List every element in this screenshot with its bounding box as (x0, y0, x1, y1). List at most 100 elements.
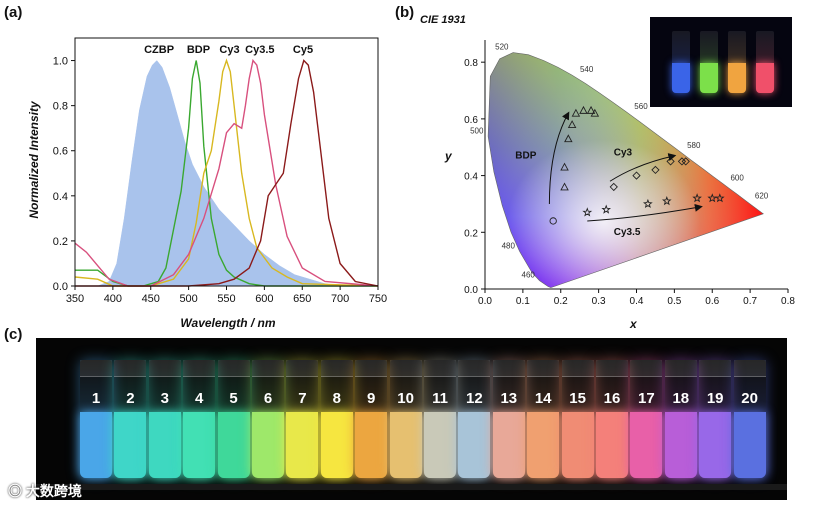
cie-x-tick-label: 0.3 (592, 296, 606, 307)
vial: 10 (389, 360, 422, 478)
vial-number: 3 (160, 390, 169, 407)
vial-cap (148, 360, 181, 377)
vial-cap (664, 360, 697, 377)
vial: 16 (596, 360, 628, 478)
x-tick-label: 600 (255, 293, 273, 305)
vial-liquid (114, 412, 147, 478)
vial-liquid (664, 412, 697, 478)
cie-y-tick-label: 0.2 (464, 228, 478, 239)
vial-liquid (492, 412, 525, 478)
vial-liquid (183, 412, 216, 478)
wavelength-label: 600 (730, 173, 744, 182)
cy35-point (582, 207, 593, 217)
vial: 6 (252, 360, 284, 478)
vial-cap (355, 360, 388, 377)
vial: 7 (286, 360, 319, 478)
vial: 9 (355, 360, 388, 478)
x-tick-label: 500 (179, 293, 197, 305)
cie-y-axis-label: y (444, 149, 453, 163)
vial-cap (424, 360, 456, 377)
x-tick-label: 400 (104, 293, 122, 305)
x-axis-label: Wavelength / nm (180, 316, 275, 330)
inset-vial-liquid (672, 63, 690, 93)
cie-x-tick-label: 0.2 (554, 296, 568, 307)
x-tick-label: 700 (331, 293, 349, 305)
x-tick-label: 750 (369, 293, 387, 305)
panel-label-b: (b) (395, 4, 415, 21)
inset-vial (700, 31, 718, 93)
vial-cap (561, 360, 594, 377)
vial-liquid (148, 412, 181, 478)
vial-number: 18 (672, 390, 690, 407)
trend-arrow (587, 203, 703, 222)
trend-arrow (609, 153, 677, 182)
y-axis-label: Normalized Intensity (27, 100, 41, 219)
cy3-point (681, 157, 690, 166)
vial-shelf (36, 484, 787, 490)
vial-row-photo: 1 2 3 4 5 6 7 8 9 10 11 12 13 14 15 16 17 18 19 20 (36, 338, 787, 500)
vial-number: 15 (569, 390, 586, 407)
x-tick-label: 650 (293, 293, 311, 305)
vial-liquid (458, 412, 491, 478)
vial-number: 20 (741, 390, 758, 407)
vial-liquid (389, 412, 422, 478)
y-tick-label: 0.0 (53, 281, 68, 293)
vial-liquid (596, 412, 628, 478)
inset-vial (756, 31, 774, 93)
cy35-point (601, 204, 612, 214)
vial-liquid (630, 412, 663, 478)
peak-label: BDP (187, 44, 210, 56)
vial-liquid (286, 412, 319, 478)
bdp-point (579, 105, 588, 114)
series-cy3-line (74, 58, 379, 287)
vial-number: 10 (397, 390, 414, 407)
series-cy5-line (75, 59, 379, 287)
y-tick-label: 0.4 (53, 191, 68, 203)
peak-label: Cy5 (293, 44, 313, 56)
vial: 4 (183, 360, 216, 478)
vial-liquid (699, 412, 732, 478)
series-cy35-line (74, 58, 379, 287)
wavelength-label: 520 (495, 43, 509, 52)
vial: 17 (630, 360, 663, 478)
cie-1931-chart: 460 480 500 520 540 560 580 600 620 0.0 0.1 0.2 0.3… (420, 14, 795, 331)
vial-number: 2 (126, 390, 135, 407)
peak-label: CZBP (144, 44, 174, 56)
vial: 12 (458, 360, 491, 478)
bdp-point (560, 162, 569, 171)
vial: 5 (217, 360, 250, 478)
inset-vial (728, 31, 746, 93)
vial-cap (699, 360, 732, 377)
origin-point (549, 217, 557, 225)
vial-number: 14 (534, 390, 552, 407)
panel-label-a: (a) (4, 4, 23, 21)
vial-number: 9 (367, 390, 376, 407)
inset-vial-photo (650, 17, 792, 107)
vial-number: 16 (603, 390, 621, 407)
vial-liquid (320, 412, 353, 478)
vial-number: 11 (432, 390, 448, 407)
vial-liquid (355, 412, 388, 478)
vial-cap (286, 360, 319, 377)
cy3-point (677, 157, 687, 166)
watermark: ◎ 大数跨境 (8, 481, 82, 501)
vial-liquid (561, 412, 594, 478)
vial-cap (596, 360, 628, 377)
x-tick-label: 450 (142, 293, 160, 305)
inset-vial-liquid (700, 63, 718, 93)
vial-liquid (80, 412, 112, 478)
vial: 11 (424, 360, 456, 478)
cy35-point (692, 193, 702, 203)
wavelength-label: 560 (634, 102, 648, 111)
vial-cap (320, 360, 353, 377)
vial-number: 1 (91, 390, 101, 407)
y-tick-label: 1.0 (53, 56, 68, 68)
vial-liquid (217, 412, 250, 478)
vial: 15 (561, 360, 594, 478)
vial-number: 8 (332, 390, 341, 407)
inset-vial (672, 31, 690, 93)
series-label: Cy3.5 (614, 227, 641, 238)
vial-cap (183, 360, 216, 377)
vial-number: 12 (466, 390, 483, 407)
vial-cap (80, 360, 112, 377)
